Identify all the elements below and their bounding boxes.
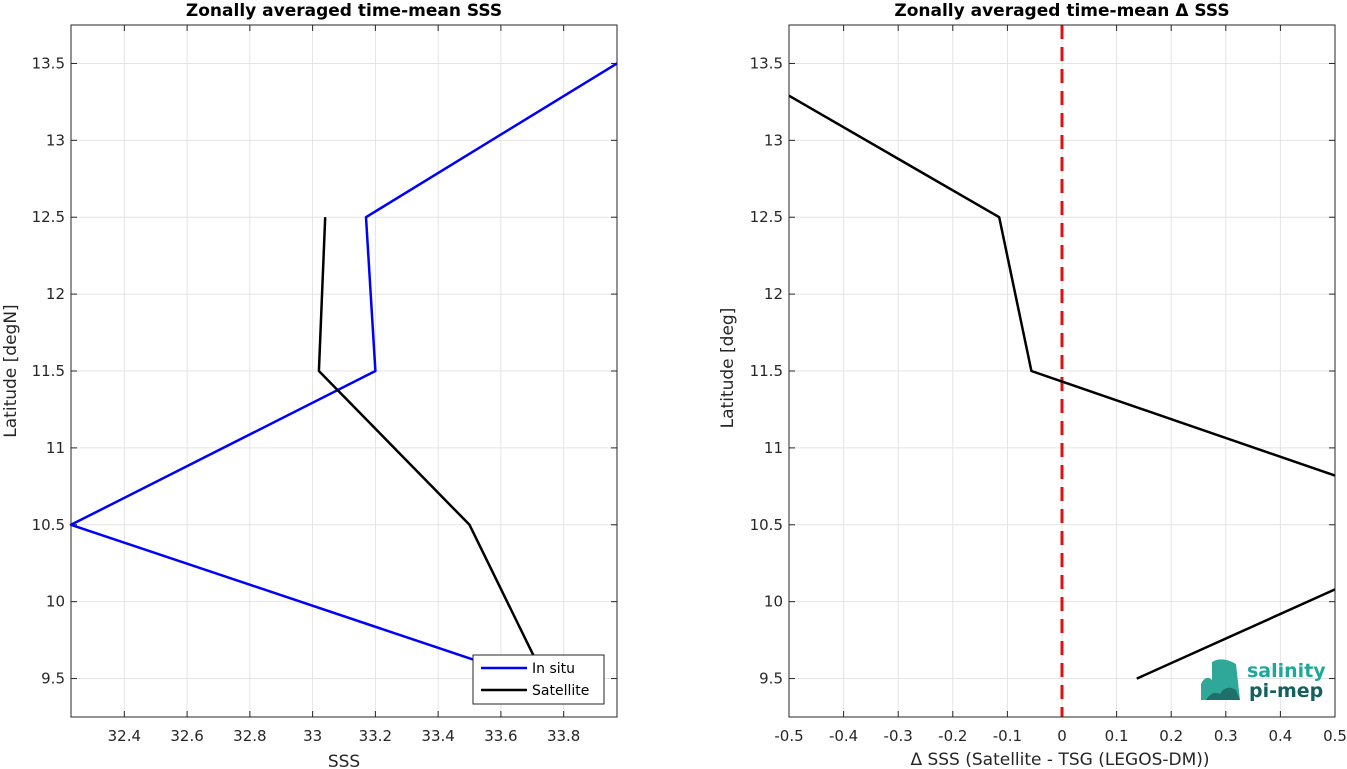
y-tick-label: 10.5 — [32, 516, 65, 534]
x-tick-label: -0.5 — [774, 727, 803, 745]
x-tick-label: 0 — [1057, 727, 1067, 745]
x-tick-label: 33.4 — [421, 727, 454, 745]
x-tick-label: 32.6 — [170, 727, 203, 745]
left-y-axis-label: Latitude [degN] — [1, 304, 21, 437]
right-series — [788, 94, 1336, 680]
x-tick-label: 0.4 — [1268, 727, 1292, 745]
left-panel: 32.4 32.6 32.8 33 33.2 33.4 33.6 33.8 9.5 10 10.5 1… — [1, 1, 618, 769]
y-tick-label: 11.5 — [32, 362, 65, 380]
x-tick-label: 33 — [303, 727, 322, 745]
legend-label-satellite: Satellite — [532, 683, 589, 699]
legend-label-in-situ: In situ — [532, 661, 575, 677]
right-axes-box — [788, 24, 1336, 718]
legend: In situ Satellite — [472, 654, 605, 705]
series-line-satellite — [317, 217, 546, 680]
x-tick-label: 33.8 — [547, 727, 580, 745]
y-tick-label: 12.5 — [32, 208, 65, 226]
x-tick-label: 0.2 — [1159, 727, 1183, 745]
y-tick-label: 12 — [46, 285, 65, 303]
y-tick-label: 13 — [46, 131, 65, 149]
logo-text-pi-mep: pi-mep — [1249, 680, 1323, 702]
logo-text-salinity: salinity — [1247, 660, 1326, 682]
y-tick-label: 10 — [46, 593, 65, 611]
left-ticks: 32.4 32.6 32.8 33 33.2 33.4 33.6 33.8 9.5 10 10.5 1… — [32, 25, 617, 745]
y-tick-label: 12.5 — [750, 208, 783, 226]
left-chart-title: Zonally averaged time-mean SSS — [186, 1, 502, 21]
left-series — [69, 62, 618, 680]
right-ticks: -0.5 -0.4 -0.3 -0.2 -0.1 0 0.1 0.2 0.3 0.4 0.5 9.5 1… — [750, 25, 1347, 745]
y-tick-label: 12 — [764, 285, 783, 303]
legend-box — [472, 654, 605, 705]
y-tick-label: 9.5 — [759, 670, 783, 688]
y-tick-label: 13 — [764, 131, 783, 149]
x-tick-label: 33.6 — [484, 727, 517, 745]
x-tick-label: -0.2 — [938, 727, 967, 745]
x-tick-label: -0.4 — [829, 727, 858, 745]
y-tick-label: 10 — [764, 593, 783, 611]
series-line-in-situ — [69, 62, 618, 669]
series-line-0 — [1136, 588, 1336, 680]
y-tick-label: 11.5 — [750, 362, 783, 380]
left-grid — [71, 25, 617, 717]
left-x-axis-label: SSS — [328, 752, 360, 769]
x-tick-label: 0.1 — [1105, 727, 1129, 745]
y-tick-label: 13.5 — [32, 54, 65, 72]
x-tick-label: 0.5 — [1323, 727, 1347, 745]
x-tick-label: 0.3 — [1214, 727, 1238, 745]
y-tick-label: 11 — [46, 439, 65, 457]
x-tick-label: -0.1 — [993, 727, 1022, 745]
left-axes-box — [70, 24, 618, 718]
x-tick-label: 32.4 — [108, 727, 141, 745]
y-tick-label: 10.5 — [750, 516, 783, 534]
y-tick-label: 9.5 — [41, 670, 65, 688]
x-tick-label: -0.3 — [884, 727, 913, 745]
logo-wave-icon-dark — [1206, 687, 1240, 700]
right-y-axis-label: Latitude [deg] — [718, 308, 738, 429]
salinity-pi-mep-logo: salinity pi-mep — [1201, 659, 1326, 702]
right-x-axis-label: Δ SSS (Satellite - TSG (LEGOS-DM)) — [910, 750, 1209, 769]
y-tick-label: 11 — [764, 439, 783, 457]
y-tick-label: 13.5 — [750, 54, 783, 72]
series-line-0 — [788, 94, 1336, 477]
x-tick-label: 33.2 — [359, 727, 392, 745]
right-chart-title: Zonally averaged time-mean Δ SSS — [894, 1, 1229, 21]
right-panel: -0.5 -0.4 -0.3 -0.2 -0.1 0 0.1 0.2 0.3 0.4 0.5 9.5 1… — [718, 1, 1347, 769]
x-tick-label: 32.8 — [233, 727, 266, 745]
